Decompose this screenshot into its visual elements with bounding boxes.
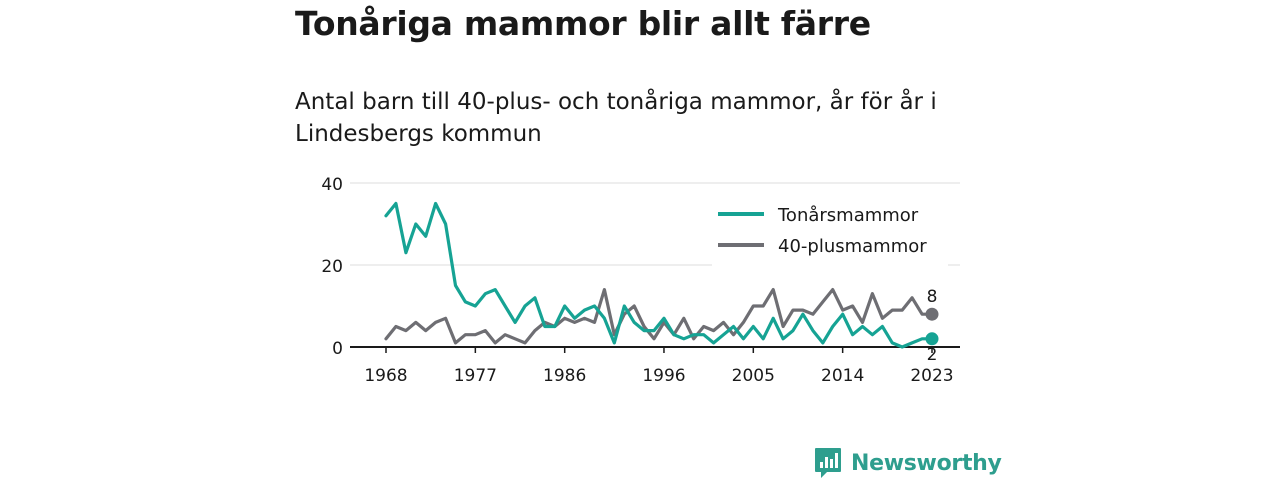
- chart-subtitle: Antal barn till 40-plus- och tonåriga ma…: [295, 89, 937, 147]
- end-value-label: 8: [927, 287, 938, 307]
- legend-label: Tonårsmammor: [777, 205, 919, 226]
- series-line: [384, 201, 934, 349]
- newsworthy-logo[interactable]: Newsworthy: [814, 446, 1002, 480]
- x-tick-label: 1977: [454, 366, 497, 386]
- x-tick-label: 1986: [543, 366, 586, 386]
- legend[interactable]: Tonårsmammor 40-plusmammor: [718, 205, 927, 257]
- end-markers: 28: [925, 287, 939, 365]
- x-tick-label: 2023: [910, 366, 953, 386]
- legend-label: 40-plusmammor: [778, 236, 927, 257]
- series-lines: [384, 201, 934, 349]
- x-tick-label: 2014: [821, 366, 864, 386]
- x-tick-label: 2005: [732, 366, 775, 386]
- end-point: [925, 307, 939, 321]
- x-tick-label: 1968: [364, 366, 407, 386]
- brand-name: Newsworthy: [851, 450, 1002, 476]
- chart-title: Tonåriga mammor blir allt färre: [295, 4, 871, 43]
- end-value-label: 2: [927, 345, 938, 365]
- bar-chart-speech-bubble-icon: [815, 448, 841, 478]
- y-tick-label: 20: [321, 257, 343, 277]
- y-axis-ticks: 0 20 40: [321, 175, 343, 359]
- end-point: [925, 332, 939, 346]
- x-axis-ticks: 1968 1977 1986 1996 2005 2014 2023: [364, 347, 954, 386]
- y-tick-label: 0: [332, 339, 343, 359]
- series-line: [384, 288, 934, 345]
- y-tick-label: 40: [321, 175, 343, 195]
- x-tick-label: 1996: [642, 366, 685, 386]
- legend-background: [712, 196, 948, 266]
